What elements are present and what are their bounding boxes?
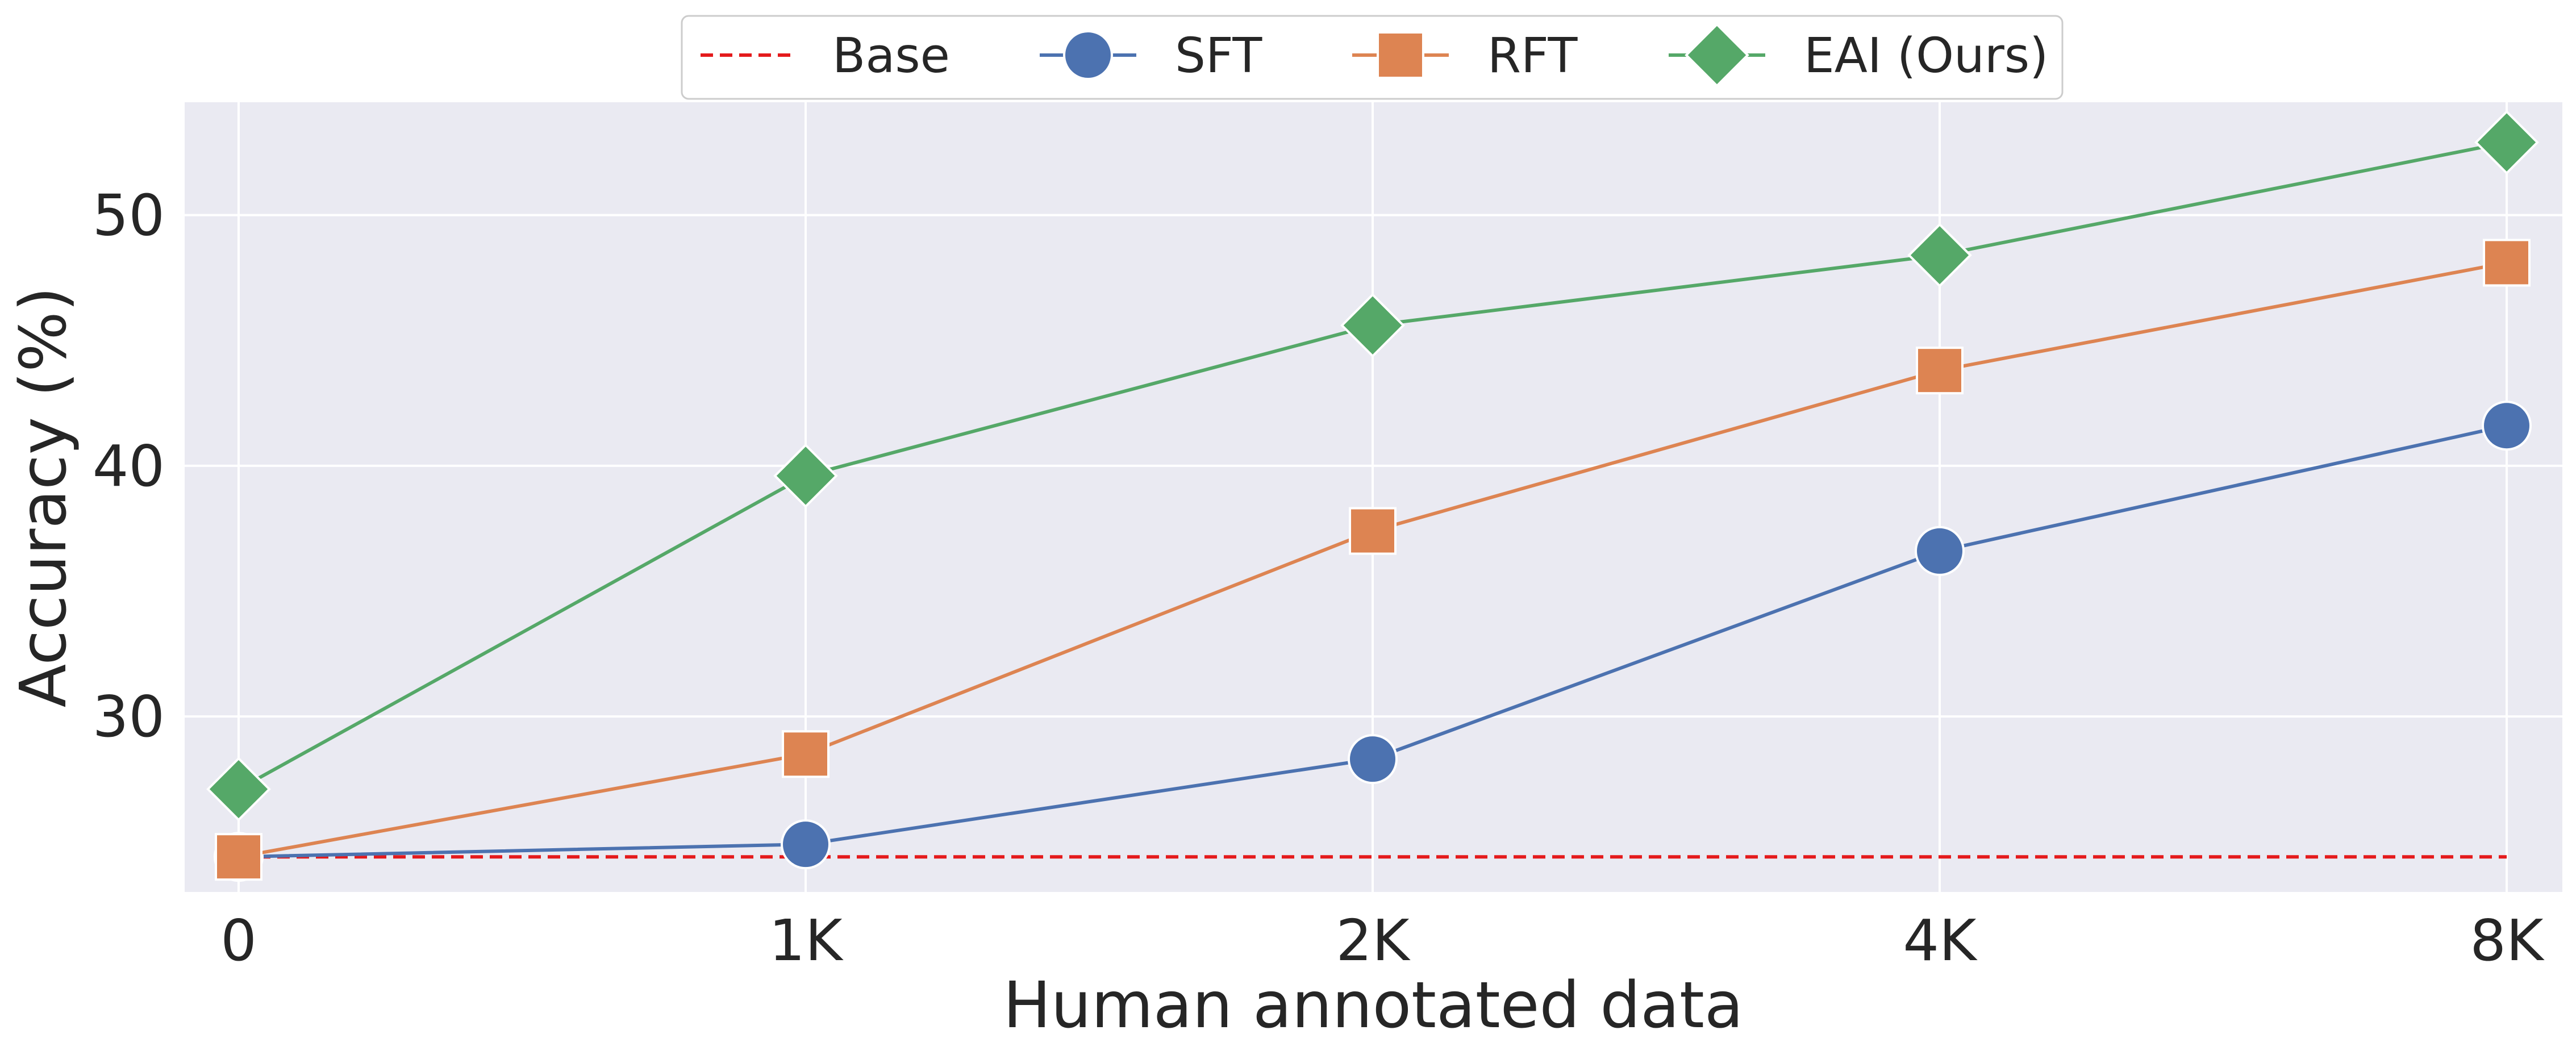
x-axis-label: Human annotated data [1003, 969, 1744, 1043]
legend-marker-rft [1377, 31, 1424, 79]
data-point-eai-ours [2474, 110, 2539, 175]
data-point-sft [1915, 526, 1965, 576]
series-eai-ours [206, 110, 2539, 822]
x-tick-label: 8K [2470, 907, 2545, 974]
x-tick-label: 0 [220, 907, 257, 974]
data-point-sft [1348, 734, 1398, 785]
y-tick-label: 40 [93, 433, 165, 499]
data-point-eai-ours [773, 443, 838, 508]
x-tick-label: 2K [1336, 907, 1411, 974]
legend-label-base: Base [832, 28, 950, 84]
data-point-rft [215, 833, 262, 881]
data-point-sft [2482, 401, 2532, 451]
data-point-eai-ours [1907, 223, 1972, 288]
data-point-eai-ours [206, 757, 271, 822]
legend: Base SFT RFT EAI (Ours) [681, 15, 2064, 100]
data-point-rft [1349, 507, 1397, 555]
y-tick-labels: 30 40 50 [93, 182, 165, 750]
data-point-rft [782, 730, 830, 778]
data-point-sft [781, 819, 831, 870]
series-rft [215, 239, 2531, 881]
series-group [206, 110, 2539, 882]
y-tick-label: 30 [93, 683, 165, 750]
data-point-eai-ours [1340, 293, 1405, 358]
legend-label-eai-ours: EAI (Ours) [1804, 28, 2048, 84]
legend-label-rft: RFT [1487, 28, 1578, 84]
x-tick-labels: 0 1K 2K 4K 8K [220, 907, 2545, 974]
legend-marker-eai-ours [1685, 23, 1749, 87]
x-tick-label: 1K [769, 907, 844, 974]
legend-label-sft: SFT [1175, 28, 1262, 84]
data-point-rft [2483, 239, 2531, 287]
legend-marker-sft [1063, 30, 1113, 80]
y-tick-label: 50 [93, 182, 165, 249]
x-tick-label: 4K [1903, 907, 1978, 974]
y-axis-label: Accuracy (%) [7, 287, 81, 708]
data-point-rft [1916, 347, 1964, 395]
